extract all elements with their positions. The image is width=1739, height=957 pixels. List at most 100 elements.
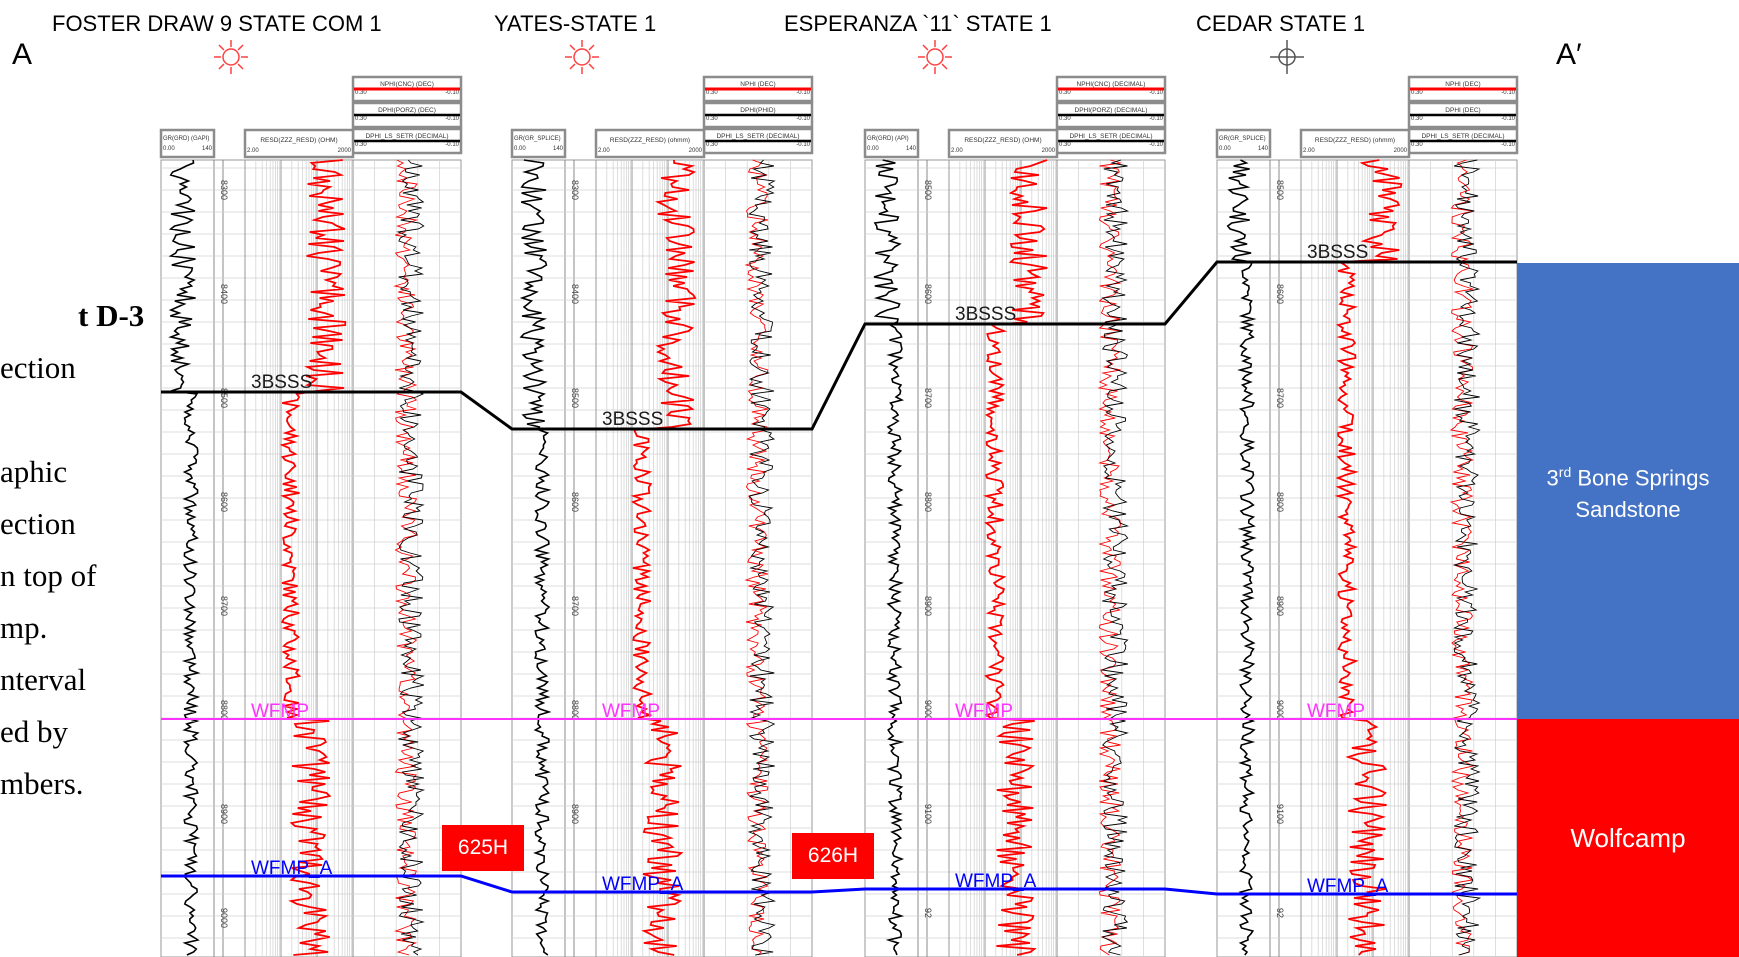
dphi-curve (1452, 159, 1482, 956)
depth-tick-label: 8300 (570, 180, 580, 200)
log-header-max: -0.10 (796, 142, 810, 148)
log-header-title: DPHI_LS_SETR (DECIMAL) (1069, 133, 1152, 140)
section-start-label: A (12, 38, 32, 71)
depth-tick-label: 8600 (570, 492, 580, 512)
log-header-min: 0.30 (706, 142, 718, 148)
depth-tick-label: 8500 (923, 180, 933, 200)
log-header-min: 0.30 (706, 116, 718, 122)
depth-tick-label: 8400 (570, 284, 580, 304)
well-2: YATES-STATE 1 NPHI (DEC) 0.30 -0.10 DPHI(PHI… (494, 11, 814, 957)
well-name: FOSTER DRAW 9 STATE COM 1 (52, 11, 382, 36)
gr-header-title: GR(GR_SPLICE) (514, 136, 561, 142)
gr-header-box (1215, 128, 1272, 159)
well-name: YATES-STATE 1 (494, 11, 656, 36)
log-header-title: DPHI(PORZ) (DEC) (378, 107, 436, 114)
depth-tick-label: 8900 (570, 804, 580, 824)
side-caption-line: n top of (0, 558, 97, 593)
gr-header-title: GR(GR_SPLICE) (1219, 136, 1266, 142)
section-end-label: A′ (1556, 38, 1582, 71)
zone-wolfcamp: Wolfcamp (1517, 719, 1739, 957)
side-caption-line: ection (0, 506, 76, 541)
log-tracks: 8500 8600 8700 8800 8900 9000 9100 92 (864, 159, 1166, 957)
log-header-max: -0.10 (1501, 90, 1515, 96)
depth-tick-label: 8700 (923, 388, 933, 408)
well-1: FOSTER DRAW 9 STATE COM 1 NPHI(CNC) (DEC)… (52, 11, 463, 957)
gr-curve (1226, 159, 1257, 956)
wells-layer: FOSTER DRAW 9 STATE COM 1 NPHI(CNC) (DEC)… (52, 11, 1519, 957)
top-label-wfmp-a: WFMP_A (251, 858, 333, 879)
top-label-3bsss: 3BSSS (602, 409, 663, 430)
log-header-stack: NPHI(CNC) (DEC) 0.30 -0.10 DPHI(PORZ) (DEC)… (351, 75, 463, 155)
log-header-max: -0.10 (445, 90, 459, 96)
gas-well-icon (214, 40, 248, 74)
side-caption-line: aphic (0, 454, 68, 489)
res-header-box (947, 128, 1059, 159)
log-header-title: NPHI(CNC) (DECIMAL) (1077, 81, 1146, 88)
gr-header-min: 0.00 (514, 146, 526, 152)
depth-tick-label: 92 (1275, 908, 1285, 918)
depth-tick-label: 9100 (923, 804, 933, 824)
res-header-max: 2000 (689, 148, 703, 154)
res-header-max: 2000 (1394, 148, 1408, 154)
res-header-max: 2000 (338, 148, 352, 154)
log-header-max: -0.10 (1501, 142, 1515, 148)
log-header-title: NPHI (DEC) (1445, 81, 1480, 88)
gas-well-icon (918, 40, 952, 74)
res-header-max: 2000 (1042, 148, 1056, 154)
log-header-max: -0.10 (1149, 116, 1163, 122)
log-header-title: DPHI_LS_SETR (DECIMAL) (365, 133, 448, 140)
gr-header-box (510, 128, 567, 159)
top-label-wfmp: WFMP (1307, 701, 1365, 722)
depth-tick-label: 9000 (219, 908, 229, 928)
log-header-title: NPHI (DEC) (740, 81, 775, 88)
zone-bone-springs-label: 3rd Bone Springs Sandstone (1546, 463, 1710, 523)
log-header-title: DPHI_LS_SETR (DECIMAL) (716, 133, 799, 140)
side-caption-line: nterval (0, 662, 87, 697)
gr-header-min: 0.00 (163, 146, 175, 152)
log-tracks: 8300 8400 8500 8600 8700 8800 8900 (511, 159, 813, 957)
side-caption-line (0, 394, 140, 446)
zone-bone-springs: 3rd Bone Springs Sandstone (1517, 263, 1739, 719)
log-header-title: DPHI (DEC) (1445, 107, 1480, 114)
dry-hole-icon (1270, 40, 1304, 74)
well-4: CEDAR STATE 1 NPHI (DEC) 0.30 -0.10 DPHI (DE… (1196, 11, 1519, 957)
gr-header-max: 140 (1258, 146, 1269, 152)
track-frame (511, 159, 813, 957)
log-tracks: 8300 8400 8500 8600 8700 8800 8900 9000 (160, 159, 462, 957)
nphi-curve (1449, 159, 1475, 956)
depth-tick-label: 8700 (570, 596, 580, 616)
top-label-wfmp: WFMP (602, 701, 660, 722)
top-label-wfmp-a: WFMP_A (602, 874, 684, 895)
res-header-title: RESD(ZZZ_RESD) (ohmm) (610, 137, 690, 144)
depth-tick-label: 8800 (219, 700, 229, 720)
gr-header-min: 0.00 (867, 146, 879, 152)
res-header-title: RESD(ZZZ_RESD) (ohmm) (1315, 137, 1395, 144)
dphi-curve (1100, 159, 1130, 956)
log-header-min: 0.30 (355, 142, 367, 148)
depth-tick-label: 8600 (1275, 284, 1285, 304)
log-header-stack: NPHI (DEC) 0.30 -0.10 DPHI (DEC) 0.30 -0.10 DP… (1407, 75, 1519, 155)
gr-header-box (159, 128, 216, 159)
horizontal-well-label-625h: 625H (442, 825, 524, 871)
log-header-max: -0.10 (445, 116, 459, 122)
top-label-wfmp-a: WFMP_A (955, 871, 1037, 892)
depth-tick-label: 8400 (219, 284, 229, 304)
res-header-min: 2.00 (247, 148, 259, 154)
log-header-title: NPHI(CNC) (DEC) (380, 81, 434, 88)
dphi-curve (396, 159, 426, 956)
depth-tick-label: 8700 (1275, 388, 1285, 408)
well-name: CEDAR STATE 1 (1196, 11, 1365, 36)
log-header-min: 0.30 (1411, 116, 1423, 122)
depth-tick-label: 8900 (219, 804, 229, 824)
side-caption-line: ed by (0, 714, 69, 749)
depth-tick-label: 8800 (923, 492, 933, 512)
resistivity-curve (982, 159, 1048, 956)
resistivity-curve (279, 159, 347, 956)
res-header-box (243, 128, 355, 159)
depth-tick-label: 8700 (219, 596, 229, 616)
gr-header-max: 140 (553, 146, 564, 152)
log-tracks: 8500 8600 8700 8800 8900 9000 9100 92 (1216, 159, 1518, 957)
log-header-min: 0.30 (706, 90, 718, 96)
log-header-min: 0.30 (1411, 90, 1423, 96)
depth-tick-label: 8500 (570, 388, 580, 408)
